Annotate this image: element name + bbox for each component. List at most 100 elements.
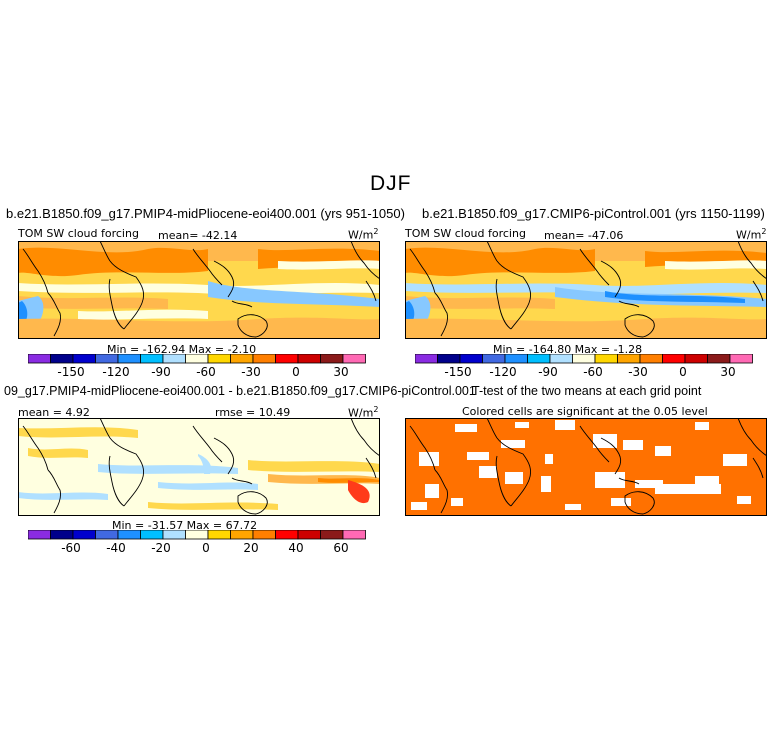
minmax-top-right: Min = -164.80 Max = -1.28 <box>493 343 643 356</box>
colorbar-swatch <box>342 354 366 364</box>
colorbar-swatch <box>459 354 483 364</box>
colorbar-swatch <box>95 354 119 364</box>
colorbar-swatch <box>117 354 141 364</box>
map-top-left <box>18 241 380 339</box>
colorbar-swatch <box>662 354 686 364</box>
colorbar-ticks: -150 -120 -90 -60 -30 0 30 <box>444 365 735 378</box>
panel-title-bottom-right: T-test of the two means at each grid poi… <box>472 384 702 398</box>
season-title: DJF <box>370 172 412 195</box>
colorbar-swatch <box>482 354 506 364</box>
colorbar-swatch <box>140 354 164 364</box>
colorbar-tick-label: -120 <box>102 365 129 378</box>
units-text: W/m <box>736 228 762 242</box>
colorbar-swatch <box>639 354 663 364</box>
colorbar-swatch <box>207 354 231 364</box>
colorbar-tick-label: -60 <box>61 541 81 554</box>
colorbar-swatch <box>230 530 254 540</box>
units-label-top-left: W/m2 <box>348 227 378 242</box>
minmax-top-left: Min = -162.94 Max = -2.10 <box>107 343 257 356</box>
colorbar-swatch <box>320 354 344 364</box>
colorbar-tick-label: 0 <box>679 365 687 378</box>
colorbar-swatch <box>50 354 74 364</box>
colorbar-tick-label: -30 <box>628 365 648 378</box>
colorbar-swatch <box>117 530 141 540</box>
units-text: W/m <box>348 406 374 420</box>
colorbar-swatch <box>162 530 186 540</box>
colorbar-tick-label: 0 <box>202 541 210 554</box>
colorbar-swatch <box>572 354 596 364</box>
colorbar-swatch <box>594 354 618 364</box>
colorbar-tick-label: -120 <box>489 365 516 378</box>
colorbar-ticks: -60 -40 -20 0 20 40 60 <box>61 541 348 554</box>
colorbar-swatch <box>320 530 344 540</box>
colorbar-swatch <box>28 530 51 540</box>
variable-label-top-left: TOM SW cloud forcing <box>18 227 139 240</box>
colorbar-tick-label: 30 <box>720 365 735 378</box>
colorbar-swatch <box>95 530 119 540</box>
colorbar-tick-label: 20 <box>243 541 258 554</box>
colorbar-swatch <box>275 530 299 540</box>
colorbar-swatch <box>252 354 276 364</box>
colorbar-swatches <box>415 354 753 364</box>
colorbar-bottom-left: -60 -40 -20 0 20 40 60 <box>28 530 366 554</box>
colorbar-swatch <box>415 354 438 364</box>
panel-title-top-left: b.e21.B1850.f09_g17.PMIP4-midPliocene-eo… <box>6 206 405 221</box>
colorbar-swatch <box>707 354 731 364</box>
colorbar-tick-label: -20 <box>151 541 171 554</box>
colorbar-swatch <box>50 530 74 540</box>
colorbar-top-right: -150 -120 -90 -60 -30 0 30 <box>415 354 753 378</box>
colorbar-swatch <box>297 530 321 540</box>
colorbar-tick-label: 40 <box>288 541 303 554</box>
colorbar-swatch <box>437 354 461 364</box>
colorbar-tick-label: 60 <box>333 541 348 554</box>
colorbar-swatch <box>617 354 641 364</box>
panel-title-top-right: b.e21.B1850.f09_g17.CMIP6-piControl.001 … <box>422 206 765 221</box>
minmax-bottom-left: Min = -31.57 Max = 67.72 <box>112 519 258 532</box>
map-bottom-right <box>405 418 767 516</box>
colorbar-tick-label: -150 <box>444 365 471 378</box>
colorbar-swatch <box>230 354 254 364</box>
colorbar-swatch <box>72 354 96 364</box>
mean-label-bottom-left: mean = 4.92 <box>18 406 90 419</box>
colorbar-tick-label: -90 <box>151 365 171 378</box>
units-exponent: 2 <box>373 227 379 236</box>
colorbar-top-left: -150 -120 -90 -60 -30 0 30 <box>28 354 366 378</box>
units-label-bottom-left: W/m2 <box>348 405 378 420</box>
colorbar-swatch <box>185 530 209 540</box>
mean-label-top-left: mean= -42.14 <box>158 229 238 242</box>
variable-label-top-right: TOM SW cloud forcing <box>405 227 526 240</box>
colorbar-swatch <box>527 354 551 364</box>
colorbar-swatch <box>504 354 528 364</box>
units-text: W/m <box>348 228 374 242</box>
panel-subtitle-bottom-right: Colored cells are significant at the 0.0… <box>462 405 708 418</box>
colorbar-tick-label: 30 <box>333 365 348 378</box>
colorbar-swatch <box>729 354 753 364</box>
colorbar-swatches <box>28 530 366 540</box>
units-label-top-right: W/m2 <box>736 227 766 242</box>
colorbar-swatch <box>72 530 96 540</box>
colorbar-swatch <box>342 530 366 540</box>
colorbar-swatch <box>275 354 299 364</box>
colorbar-swatch <box>207 530 231 540</box>
colorbar-tick-label: -60 <box>583 365 603 378</box>
colorbar-tick-label: -30 <box>241 365 261 378</box>
map-bottom-left <box>18 418 380 516</box>
colorbar-swatches <box>28 354 366 364</box>
panel-title-bottom-left: 09_g17.PMIP4-midPliocene-eoi400.001 - b.… <box>4 384 476 398</box>
colorbar-swatch <box>252 530 276 540</box>
colorbar-swatch <box>162 354 186 364</box>
colorbar-swatch <box>297 354 321 364</box>
map-top-right <box>405 241 767 339</box>
mean-label-top-right: mean= -47.06 <box>544 229 624 242</box>
colorbar-tick-label: -60 <box>196 365 216 378</box>
units-exponent: 2 <box>373 405 379 414</box>
colorbar-swatch <box>140 530 164 540</box>
rmse-label-bottom-left: rmse = 10.49 <box>215 406 291 419</box>
colorbar-swatch <box>28 354 51 364</box>
colorbar-swatch <box>684 354 708 364</box>
colorbar-tick-label: -150 <box>57 365 84 378</box>
colorbar-tick-label: 0 <box>292 365 300 378</box>
colorbar-swatch <box>549 354 573 364</box>
colorbar-tick-label: -40 <box>106 541 126 554</box>
colorbar-swatch <box>185 354 209 364</box>
